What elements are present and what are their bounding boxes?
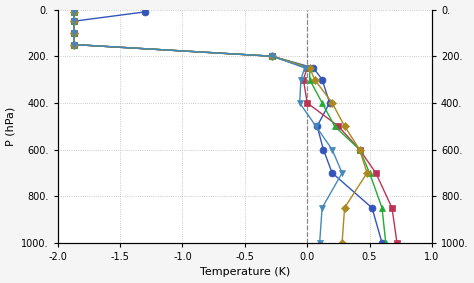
X-axis label: Temperature (K): Temperature (K)	[200, 267, 290, 277]
Y-axis label: P (hPa): P (hPa)	[6, 107, 16, 146]
